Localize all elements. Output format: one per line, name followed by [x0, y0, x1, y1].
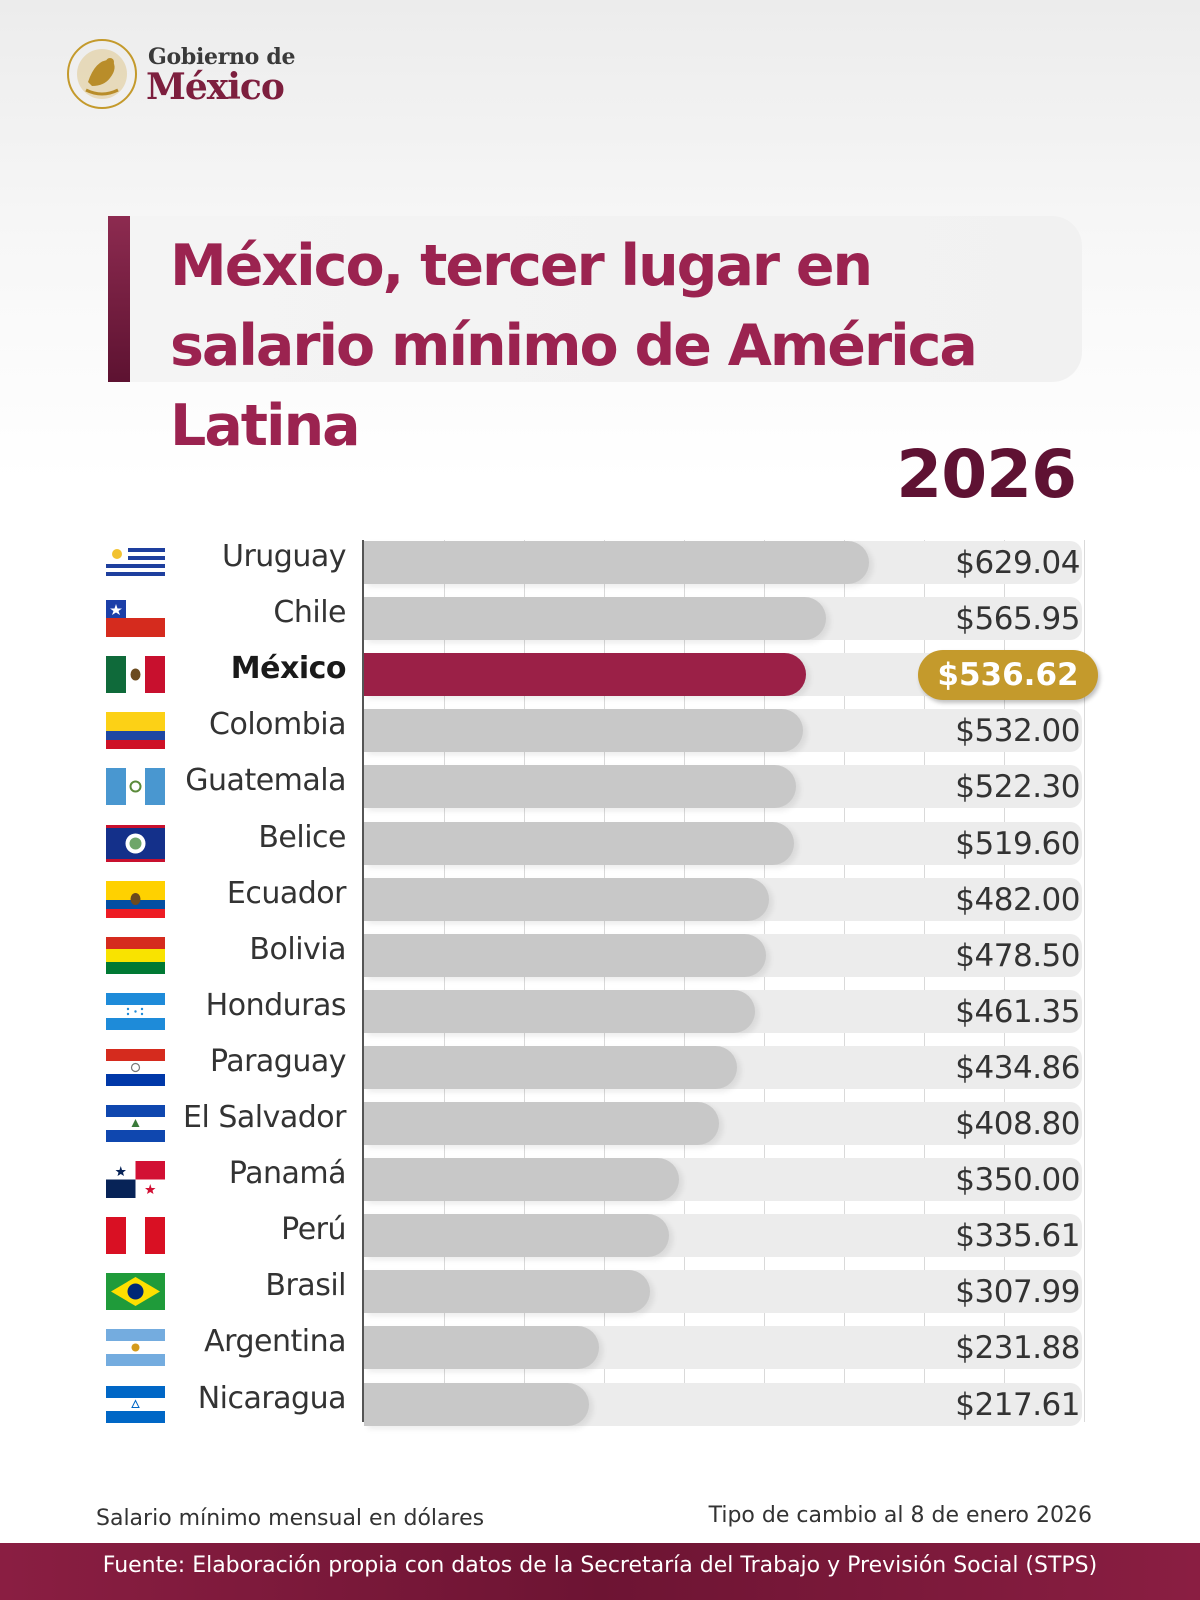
- peru-flag-icon: [106, 1217, 165, 1255]
- footer-source: Fuente: Elaboración propia con datos de …: [102, 1553, 1098, 1578]
- page-title: México, tercer lugar en salario mínimo d…: [170, 233, 978, 459]
- category-label: Bolivia: [249, 931, 346, 967]
- bar-brasil: [364, 1270, 651, 1314]
- value-label: $522.30: [955, 769, 1080, 806]
- value-label: $478.50: [955, 937, 1080, 974]
- bar-guatemala: [364, 765, 797, 809]
- value-label: $629.04: [955, 545, 1080, 581]
- value-label: $519.60: [955, 825, 1080, 862]
- gridline: [1004, 540, 1005, 1422]
- chile-flag-icon: [106, 600, 165, 638]
- bar-el-salvador: [364, 1102, 719, 1145]
- category-label: Nicaragua: [197, 1380, 347, 1416]
- title-accent-bar: [108, 216, 130, 382]
- category-label: Panamá: [228, 1156, 347, 1192]
- category-label: Ecuador: [226, 875, 347, 911]
- exchange-note: Tipo de cambio al 8 de enero 2026: [708, 1503, 1092, 1528]
- value-label: $532.00: [955, 713, 1080, 750]
- argentina-flag-icon: [106, 1329, 165, 1367]
- value-label: $350.00: [955, 1162, 1080, 1199]
- value-label: $307.99: [955, 1274, 1080, 1311]
- gridline: [444, 540, 445, 1422]
- logo-title-small: Gobierno de: [148, 44, 296, 70]
- paraguay-flag-icon: [106, 1048, 165, 1086]
- category-label: El Salvador: [183, 1100, 346, 1135]
- mexico-flag-icon: [106, 656, 165, 694]
- bolivia-flag-icon: [106, 936, 165, 974]
- footer-band: [0, 1543, 1200, 1600]
- value-label: $408.80: [955, 1106, 1080, 1142]
- bar-chile: [364, 597, 826, 641]
- chart-year: 2026: [896, 436, 1077, 513]
- bar-ecuador: [364, 877, 769, 921]
- category-label: Paraguay: [209, 1043, 347, 1079]
- category-label: Guatemala: [185, 763, 346, 799]
- category-label: Colombia: [209, 707, 346, 743]
- bar-belice: [364, 821, 795, 865]
- title-card: [108, 216, 1082, 382]
- value-label: $217.61: [955, 1386, 1080, 1423]
- bar-uruguay: [364, 541, 869, 584]
- belize-flag-icon: [106, 824, 165, 862]
- value-label: $565.95: [955, 601, 1080, 638]
- colombia-flag-icon: [106, 712, 165, 750]
- gridline: [924, 540, 925, 1422]
- ecuador-flag-icon: [106, 880, 165, 918]
- category-label: México: [230, 651, 347, 687]
- category-label: Honduras: [205, 987, 347, 1023]
- panama-flag-icon: [106, 1161, 165, 1199]
- y-axis-line: [362, 540, 364, 1422]
- value-label: $231.88: [955, 1330, 1080, 1367]
- category-label: Perú: [281, 1212, 346, 1248]
- mexico-seal-icon: [67, 39, 137, 109]
- guatemala-flag-icon: [106, 768, 165, 806]
- value-label: $434.86: [955, 1049, 1080, 1086]
- gridline: [524, 540, 525, 1422]
- value-label: $461.35: [955, 993, 1080, 1030]
- honduras-flag-icon: [106, 992, 165, 1030]
- category-label: Argentina: [204, 1324, 346, 1360]
- bar-honduras: [364, 989, 755, 1033]
- gridline: [844, 540, 845, 1422]
- uruguay-flag-icon: [106, 544, 165, 581]
- gridline: [684, 540, 685, 1422]
- brazil-flag-icon: [106, 1273, 165, 1311]
- category-label: Brasil: [265, 1268, 346, 1304]
- el-salvador-flag-icon: [106, 1105, 165, 1142]
- bar-méxico: [364, 653, 806, 697]
- logo-title-big: México: [146, 66, 285, 108]
- category-label: Belice: [258, 819, 346, 855]
- gridline: [1084, 540, 1085, 1422]
- gridline: [764, 540, 765, 1422]
- bar-argentina: [364, 1326, 599, 1370]
- nicaragua-flag-icon: [106, 1385, 165, 1423]
- bar-nicaragua: [364, 1382, 589, 1426]
- bar-colombia: [364, 709, 803, 753]
- bar-panamá: [364, 1158, 679, 1202]
- unit-note: Salario mínimo mensual en dólares: [96, 1506, 485, 1531]
- bar-perú: [364, 1214, 670, 1258]
- value-label: $482.00: [955, 881, 1080, 918]
- category-label: Chile: [273, 595, 346, 631]
- value-label: $335.61: [955, 1218, 1080, 1255]
- value-label: $536.62: [918, 650, 1098, 701]
- category-label: Uruguay: [222, 539, 347, 574]
- gridline: [604, 540, 605, 1422]
- bar-bolivia: [364, 933, 767, 977]
- bar-paraguay: [364, 1045, 737, 1089]
